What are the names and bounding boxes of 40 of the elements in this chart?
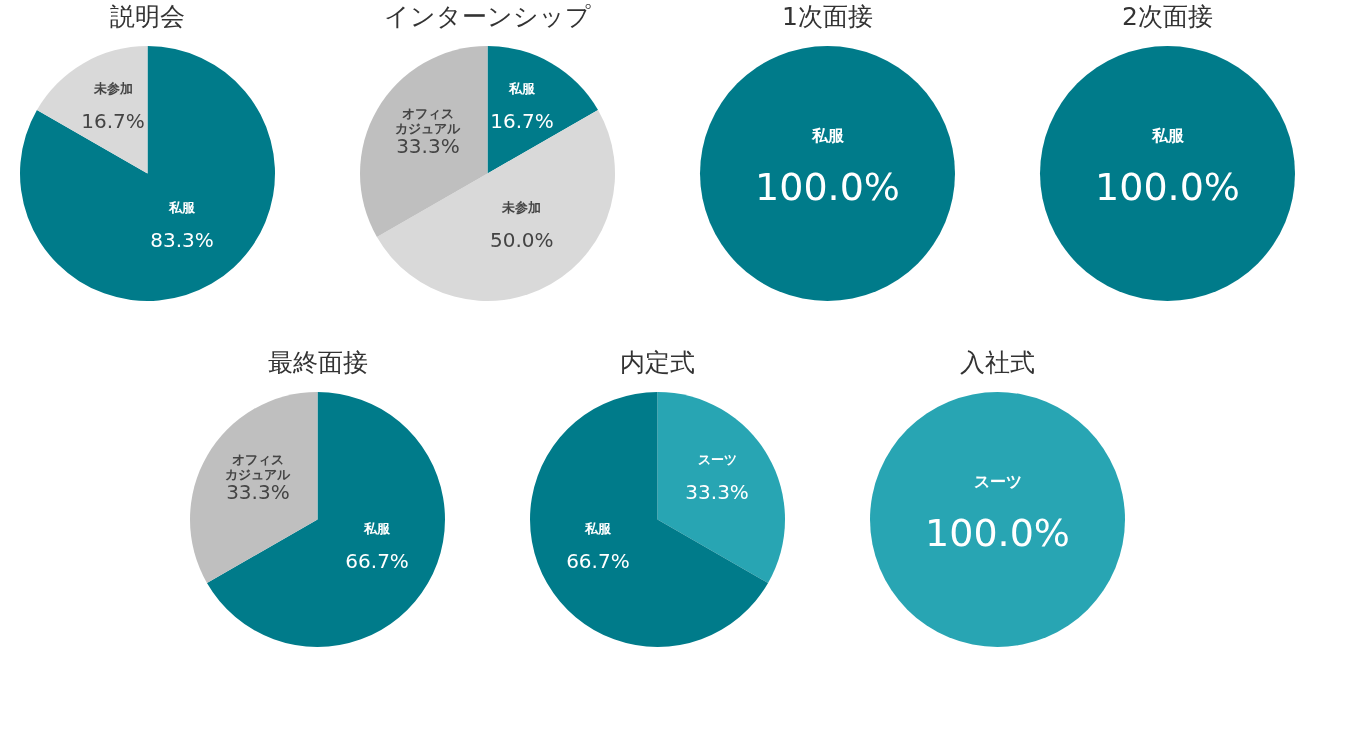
slice-label: スーツ [697,452,737,468]
data-label: 100.0% [925,510,1070,555]
chart-title: 2次面接 [1122,2,1213,31]
pie-slice [360,46,488,238]
data-label: 66.7% [345,548,409,573]
data-label: 16.7% [490,108,554,133]
slice-label: オフィスカジュアル [225,452,292,483]
chart-title: 入社式 [960,348,1035,377]
slice-label: 未参加 [92,80,133,96]
pie-slice [376,109,615,301]
pie-slice [36,46,148,174]
chart-title: 1次面接 [782,2,873,31]
pie-slice [530,392,769,647]
data-label: 33.3% [685,480,749,505]
data-label: 100.0% [755,164,900,209]
slice-label: 私服 [167,200,196,216]
chart-title: 説明会 [110,2,185,31]
slice-label: 私服 [583,520,612,536]
pie-slice [20,46,275,301]
slice-label: スーツ [973,471,1022,491]
data-label: 83.3% [150,228,214,253]
data-label: 100.0% [1095,164,1240,209]
slice-label: 私服 [1150,125,1185,145]
data-label: 33.3% [226,480,290,505]
data-label: 66.7% [566,548,630,573]
chart-title: インターンシップ [384,2,591,31]
slice-label: 未参加 [501,200,542,216]
pie-slice [487,46,599,174]
pie-slice [657,392,785,584]
data-label: 33.3% [396,134,460,159]
pie-slice [206,392,445,647]
data-label: 16.7% [81,108,145,133]
slice-label: 私服 [507,80,536,96]
chart-title: 最終面接 [267,348,368,377]
pie-slice [190,392,318,584]
slice-label: 私服 [810,125,845,145]
slice-label: 私服 [363,520,392,536]
chart-title: 内定式 [620,348,695,377]
data-label: 50.0% [490,228,554,253]
slice-label: オフィスカジュアル [395,106,462,137]
